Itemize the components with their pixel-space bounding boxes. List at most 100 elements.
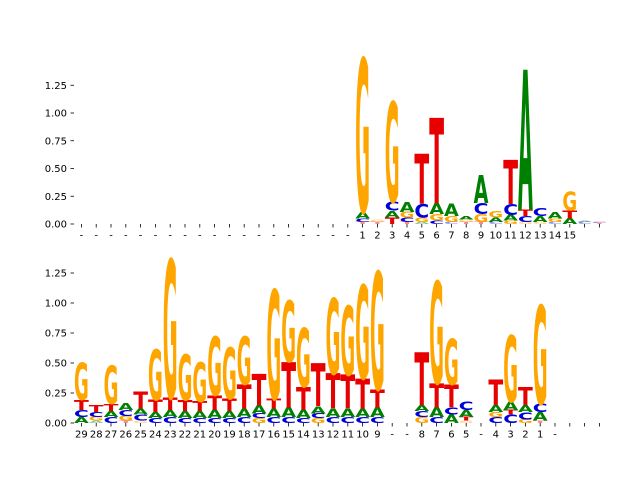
svg-text:G: G [148, 338, 163, 418]
logo-letter-C: C [192, 417, 207, 425]
svg-text:C: C [488, 221, 503, 224]
logo-letter-G: G [355, 18, 370, 263]
svg-text:C: C [414, 200, 429, 222]
x-tick-label: 3 [507, 430, 513, 441]
logo-letter-G: G [429, 253, 444, 417]
svg-text:G: G [503, 220, 518, 225]
logo-letter-C: C [414, 409, 429, 419]
x-tick-label: 14 [549, 231, 562, 242]
svg-text:C: C [459, 399, 474, 412]
logo-letter-G: G [222, 335, 237, 417]
logo-letter-G: G [503, 220, 518, 225]
x-tick-label: - [94, 231, 98, 242]
svg-text:G: G [429, 253, 444, 417]
logo-letter-T: T [518, 383, 533, 412]
svg-text:G: G [518, 221, 533, 224]
x-tick-label: - [405, 430, 409, 441]
logo-letter-A: A [577, 220, 592, 222]
logo-letter-T: T [488, 373, 503, 413]
svg-text:G: G [488, 411, 503, 419]
logo-letter-A: A [237, 406, 252, 419]
svg-text:T: T [414, 338, 429, 423]
svg-text:T: T [266, 396, 281, 412]
logo-letter-G: G [237, 325, 252, 401]
y-tick-label: 1.00 [45, 109, 67, 120]
svg-text:A: A [104, 409, 119, 419]
logo-letter-T: T [414, 140, 429, 220]
y-tick-label: 1.25 [45, 81, 67, 92]
svg-text:C: C [118, 408, 133, 418]
logo-letter-C: C [252, 412, 267, 420]
svg-text:C: C [311, 412, 326, 420]
x-tick-label: - [553, 430, 557, 441]
x-tick-label: 17 [253, 430, 266, 441]
x-tick-label: - [154, 231, 158, 242]
svg-text:G: G [118, 414, 133, 422]
svg-text:T: T [592, 223, 607, 225]
svg-text:G: G [89, 416, 104, 422]
logo-letter-A: A [355, 210, 370, 221]
svg-text:T: T [311, 353, 326, 421]
logo-letter-A: A [252, 403, 267, 416]
svg-text:T: T [414, 140, 429, 220]
logo-letter-G: G [488, 209, 503, 220]
logo-letter-T: T [385, 216, 400, 227]
svg-text:C: C [503, 202, 518, 219]
logo-letter-C: C [118, 408, 133, 418]
x-tick-label: - [198, 231, 202, 242]
logo-letter-A: A [281, 405, 297, 421]
logo-letter-C: C [148, 417, 163, 425]
logo-letter-T: T [178, 398, 193, 415]
logo-letter-G: G [459, 219, 474, 222]
logo-letter-C: C [429, 415, 444, 425]
logo-letter-A: A [222, 409, 238, 421]
svg-text:T: T [459, 416, 474, 422]
logo-letter-A: A [74, 415, 89, 425]
logo-letter-C: C [414, 200, 429, 222]
x-tick-label: 6 [433, 231, 439, 242]
x-tick-label: 9 [374, 430, 380, 441]
x-tick-label: - [80, 231, 84, 242]
y-tick-label: 0.75 [45, 329, 67, 340]
svg-text:C: C [148, 417, 163, 425]
svg-text:G: G [178, 342, 193, 415]
logo-letter-C: C [222, 417, 237, 425]
logo-letter-A: A [533, 215, 548, 224]
logo-letter-G: G [444, 327, 459, 400]
logo-letter-G: G [118, 414, 133, 422]
svg-text:T: T [385, 216, 400, 227]
logo-letter-T: T [237, 380, 252, 417]
svg-text:C: C [163, 415, 178, 425]
logo-letter-C: C [311, 412, 326, 420]
x-tick-label: 16 [267, 430, 280, 441]
logo-letter-G: G [266, 262, 281, 436]
logo-letter-T: T [429, 378, 444, 415]
logo-letter-A: A [518, 403, 534, 415]
svg-text:G: G [340, 288, 355, 399]
logo-letter-C: C [444, 405, 459, 417]
x-tick-label: 15 [282, 430, 295, 441]
logo-letter-T: T [400, 221, 415, 224]
logo-letter-G: G [89, 416, 104, 422]
logo-letter-T: T [340, 367, 355, 420]
logo-letter-T: T [503, 408, 519, 416]
svg-text:T: T [533, 420, 548, 424]
logo-letter-C: C [355, 218, 370, 223]
svg-text:A: A [533, 410, 548, 423]
svg-text:T: T [503, 408, 519, 416]
svg-text:A: A [252, 403, 267, 416]
logo-letter-T: T [533, 420, 548, 424]
svg-text:G: G [237, 325, 252, 401]
logo-letter-C: C [207, 417, 222, 425]
logo-letter-G: G [74, 354, 89, 413]
logo-letter-C: C [488, 415, 503, 425]
svg-text:C: C [192, 417, 207, 425]
svg-text:A: A [488, 403, 504, 415]
x-tick-label: 2 [522, 430, 528, 441]
svg-text:A: A [459, 408, 475, 420]
logo-letter-T: T [163, 395, 178, 414]
svg-text:G: G [296, 312, 311, 407]
x-tick-label: 10 [489, 231, 502, 242]
svg-text:T: T [296, 382, 311, 418]
svg-text:T: T [562, 208, 577, 221]
